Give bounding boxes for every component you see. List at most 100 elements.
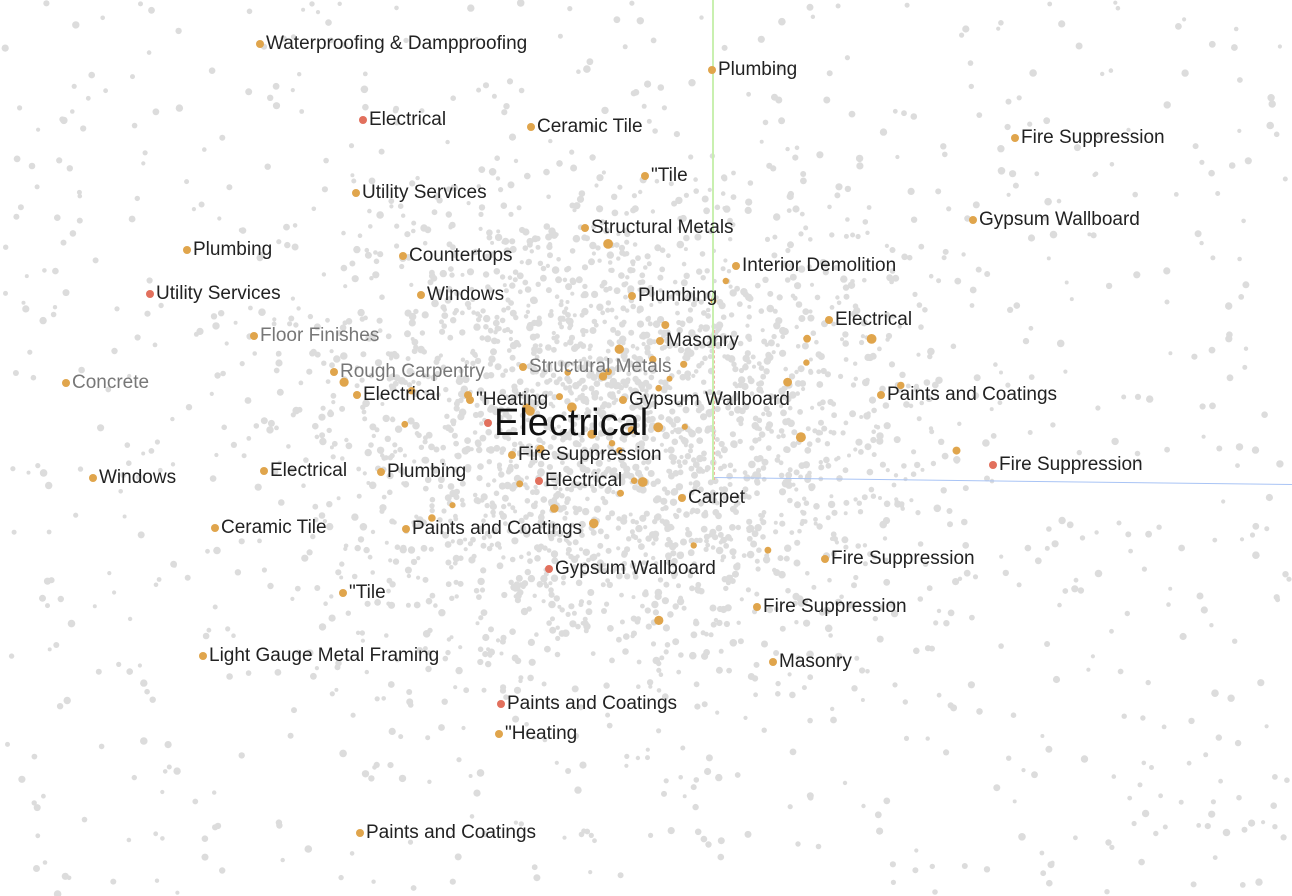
- point-label[interactable]: Interior Demolition: [732, 256, 896, 275]
- scatter-point: [866, 354, 874, 362]
- scatter-point: [594, 469, 600, 475]
- scatter-point: [219, 867, 226, 874]
- point-dot: [1011, 133, 1019, 142]
- scatter-point: [606, 251, 614, 259]
- point-label[interactable]: Masonry: [656, 331, 739, 350]
- point-label[interactable]: Windows: [89, 468, 176, 487]
- scatter-point: [862, 219, 869, 225]
- point-label[interactable]: Rough Carpentry: [330, 362, 485, 381]
- point-label[interactable]: Carpet: [678, 488, 745, 507]
- scatter-point: [597, 562, 604, 569]
- scatter-point: [536, 581, 544, 588]
- scatter-point: [1063, 369, 1068, 374]
- scatter-point: [510, 426, 516, 432]
- point-label[interactable]: Electrical: [260, 461, 347, 480]
- point-label[interactable]: "Tile: [641, 166, 688, 185]
- point-label[interactable]: Utility Services: [146, 284, 281, 303]
- point-label[interactable]: Electrical: [825, 310, 912, 329]
- scatter-point: [716, 390, 722, 396]
- point-label[interactable]: Windows: [417, 285, 504, 304]
- neighbor-point: [764, 546, 772, 554]
- scatter-point: [393, 449, 398, 454]
- scatter-point: [1115, 5, 1121, 11]
- scatter-point: [827, 398, 834, 406]
- scatter-point: [499, 687, 507, 694]
- point-label[interactable]: Fire Suppression: [753, 597, 907, 616]
- selected-point-label[interactable]: Electrical: [484, 404, 648, 442]
- point-label[interactable]: Ceramic Tile: [211, 518, 327, 537]
- scatter-point: [727, 355, 736, 363]
- scatter-point: [580, 343, 587, 349]
- scatter-point: [1215, 191, 1221, 196]
- point-label[interactable]: Countertops: [399, 246, 513, 265]
- point-label[interactable]: Gypsum Wallboard: [619, 390, 790, 409]
- scatter-point: [636, 308, 642, 314]
- scatter-point: [193, 331, 199, 337]
- scatter-point: [925, 736, 930, 741]
- scatter-point: [824, 607, 832, 614]
- point-label[interactable]: Electrical: [353, 385, 440, 404]
- scatter-point: [700, 525, 708, 533]
- scatter-point: [257, 251, 265, 260]
- scatter-point: [479, 395, 487, 402]
- point-dot: [656, 336, 664, 345]
- point-label[interactable]: Paints and Coatings: [497, 694, 677, 713]
- point-label[interactable]: Fire Suppression: [1011, 128, 1165, 147]
- scatter-point: [976, 708, 983, 715]
- scatter-point: [730, 194, 737, 201]
- scatter-point: [541, 368, 548, 376]
- point-label[interactable]: Plumbing: [628, 286, 717, 305]
- scatter-point: [703, 207, 710, 215]
- point-label[interactable]: Plumbing: [183, 240, 272, 259]
- point-label[interactable]: Gypsum Wallboard: [969, 210, 1140, 229]
- scatter-point: [836, 300, 842, 306]
- scatter-point: [81, 816, 88, 823]
- scatter-point: [452, 466, 459, 473]
- point-label[interactable]: Ceramic Tile: [527, 117, 643, 136]
- point-label[interactable]: "Heating: [495, 724, 577, 743]
- scatter-point: [543, 223, 551, 230]
- point-label[interactable]: Fire Suppression: [989, 455, 1143, 474]
- point-label[interactable]: Paints and Coatings: [402, 519, 582, 538]
- scatter-point: [1272, 824, 1278, 830]
- scatter-point: [684, 453, 692, 460]
- point-label[interactable]: Electrical: [359, 110, 446, 129]
- scatter-point: [1049, 230, 1058, 239]
- scatter-point: [1145, 530, 1152, 538]
- point-label[interactable]: Masonry: [769, 652, 852, 671]
- point-label[interactable]: Structural Metals: [581, 218, 734, 237]
- point-label[interactable]: Floor Finishes: [250, 326, 379, 345]
- scatter-point: [660, 506, 665, 512]
- point-label[interactable]: Paints and Coatings: [356, 823, 536, 842]
- scatter-point: [638, 189, 643, 195]
- point-label[interactable]: Electrical: [535, 471, 622, 490]
- point-label[interactable]: Gypsum Wallboard: [545, 559, 716, 578]
- scatter-point: [377, 251, 384, 258]
- point-label[interactable]: Light Gauge Metal Framing: [199, 646, 439, 665]
- scatter-point: [578, 432, 584, 438]
- scatter-point: [1162, 824, 1168, 830]
- scatter-point: [857, 509, 864, 515]
- point-label[interactable]: Utility Services: [352, 183, 487, 202]
- scatter-point: [1109, 844, 1115, 851]
- scatter-point: [45, 481, 53, 490]
- neighbor-point: [587, 429, 597, 439]
- scatter-point: [1058, 516, 1066, 525]
- point-label[interactable]: "Heating: [466, 390, 548, 409]
- point-label[interactable]: Paints and Coatings: [877, 385, 1057, 404]
- point-label[interactable]: Plumbing: [377, 462, 466, 481]
- point-label[interactable]: Concrete: [62, 373, 149, 392]
- scatter-point: [599, 414, 606, 420]
- scatter-point: [661, 597, 670, 605]
- scatter-point: [651, 555, 656, 561]
- point-label[interactable]: Fire Suppression: [821, 549, 975, 568]
- point-label[interactable]: Structural Metals: [519, 357, 672, 376]
- scatter-point: [184, 179, 190, 185]
- point-label[interactable]: Plumbing: [708, 60, 797, 79]
- point-label[interactable]: Waterproofing & Dampproofing: [256, 34, 527, 53]
- scatter-point: [639, 381, 645, 387]
- point-label[interactable]: "Tile: [339, 583, 386, 602]
- scatter-point: [641, 560, 647, 566]
- point-label[interactable]: Fire Suppression: [508, 445, 662, 464]
- scatter-point: [609, 657, 615, 664]
